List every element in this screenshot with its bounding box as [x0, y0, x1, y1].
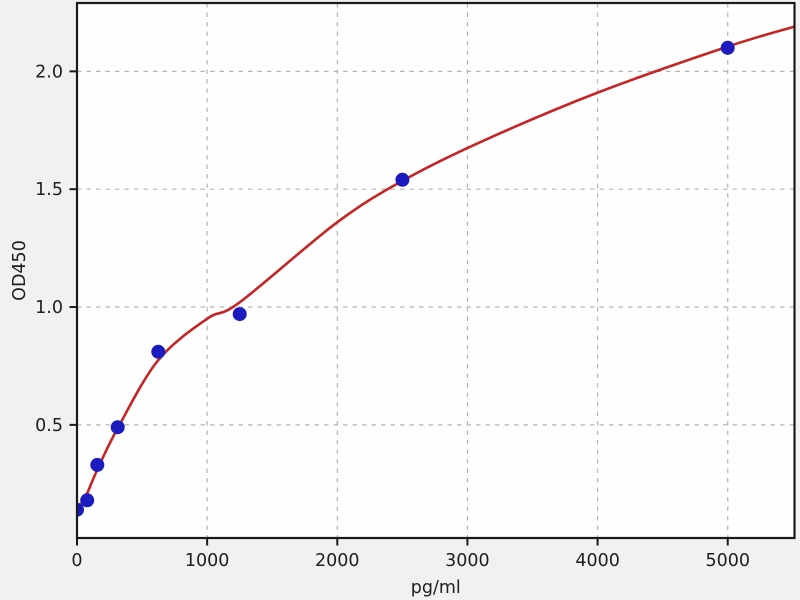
data-point	[395, 172, 410, 187]
x-tick-label: 0	[71, 551, 82, 571]
axis-ticks	[69, 70, 729, 546]
x-tick-label: 5000	[705, 551, 750, 571]
data-points-layer	[77, 40, 735, 517]
x-tick-label: 1000	[185, 551, 230, 571]
y-tick-label: 2.0	[35, 62, 63, 82]
data-point	[110, 420, 125, 435]
x-tick-label: 4000	[575, 551, 620, 571]
x-axis-label: pg/ml	[411, 578, 461, 598]
plot-border	[75, 1, 796, 540]
y-tick-label: 1.5	[35, 180, 63, 200]
data-point	[80, 493, 95, 508]
data-point	[720, 40, 735, 55]
y-axis-label: OD450	[10, 240, 30, 301]
x-tick-label: 2000	[315, 551, 360, 571]
plot-area	[77, 3, 795, 538]
y-tick-label: 0.5	[35, 416, 63, 436]
data-point	[232, 307, 247, 322]
data-point	[77, 502, 84, 517]
data-point	[90, 457, 105, 472]
axis-tick-labels: 0 1000 2000 3000 4000 5000 0.5 1.0 1.5 2.0	[35, 62, 750, 571]
x-tick-label: 3000	[445, 551, 490, 571]
data-point	[151, 344, 166, 359]
y-tick-label: 1.0	[35, 298, 63, 318]
